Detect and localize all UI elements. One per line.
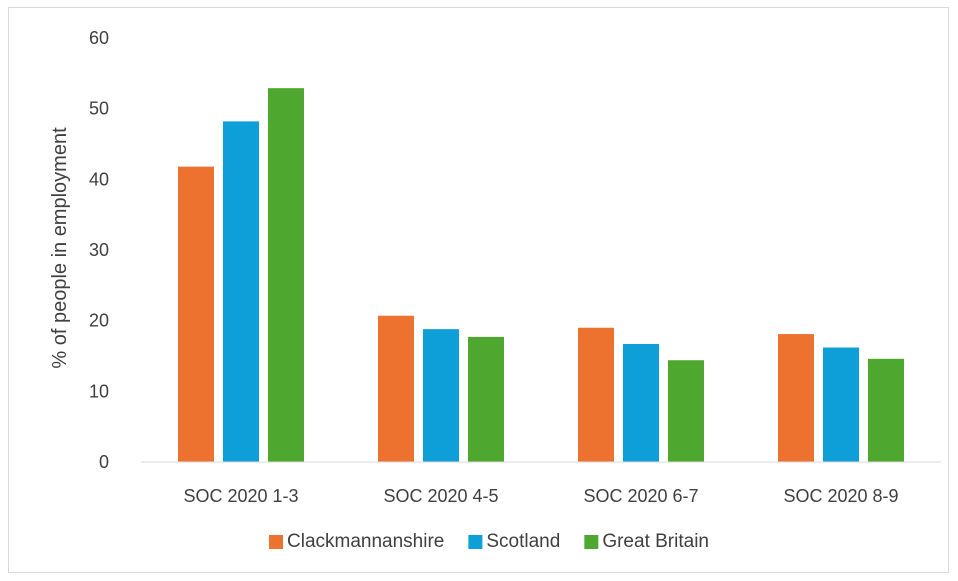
legend-swatch xyxy=(269,535,284,549)
chart-frame: % of people in employment 0 10 20 30 40 50 60 … xyxy=(8,7,949,573)
bar-great-britain-3 xyxy=(668,360,704,462)
x-category-label: SOC 2020 4-5 xyxy=(383,486,498,506)
y-tick-label: 50 xyxy=(89,99,109,119)
legend-label: Great Britain xyxy=(602,531,709,552)
bar-clackmannanshire-3 xyxy=(578,327,614,462)
y-tick-label: 40 xyxy=(89,169,109,189)
y-tick-label: 0 xyxy=(99,452,109,472)
bars xyxy=(178,88,904,463)
legend-item-scotland: Scotland xyxy=(468,531,560,552)
legend-item-clackmannanshire: Clackmannanshire xyxy=(269,531,444,552)
legend-item-great-britain: Great Britain xyxy=(584,531,709,552)
bar-clackmannanshire-4 xyxy=(778,334,814,462)
bar-scotland-1 xyxy=(223,121,259,463)
y-tick-label: 10 xyxy=(89,381,109,401)
y-axis-ticks: 0 10 20 30 40 50 60 xyxy=(89,28,109,472)
x-category-label: SOC 2020 1-3 xyxy=(183,486,298,506)
bar-scotland-2 xyxy=(423,329,459,462)
bar-scotland-3 xyxy=(623,343,659,462)
legend-label: Scotland xyxy=(486,531,560,552)
y-tick-label: 60 xyxy=(89,28,109,48)
legend-label: Clackmannanshire xyxy=(287,531,444,552)
y-axis-title: % of people in employment xyxy=(49,127,71,369)
x-category-label: SOC 2020 6-7 xyxy=(583,486,698,506)
clustered-bar-chart: % of people in employment 0102030405060 … xyxy=(49,28,941,552)
legend: Clackmannanshire Scotland Great Britain xyxy=(269,531,709,552)
bar-great-britain-4 xyxy=(868,358,904,462)
x-axis-labels: SOC 2020 1-3 SOC 2020 4-5 SOC 2020 6-7 SOC … xyxy=(183,486,898,506)
bar-great-britain-2 xyxy=(468,336,504,462)
x-category-label: SOC 2020 8-9 xyxy=(783,486,898,506)
bar-great-britain-1 xyxy=(268,88,304,462)
legend-swatch xyxy=(468,535,483,549)
bar-clackmannanshire-1 xyxy=(178,166,214,462)
legend-swatch xyxy=(584,535,599,549)
bar-scotland-4 xyxy=(823,347,859,462)
bar-clackmannanshire-2 xyxy=(378,315,414,462)
y-tick-label: 20 xyxy=(89,311,109,331)
y-tick-label: 30 xyxy=(89,240,109,260)
